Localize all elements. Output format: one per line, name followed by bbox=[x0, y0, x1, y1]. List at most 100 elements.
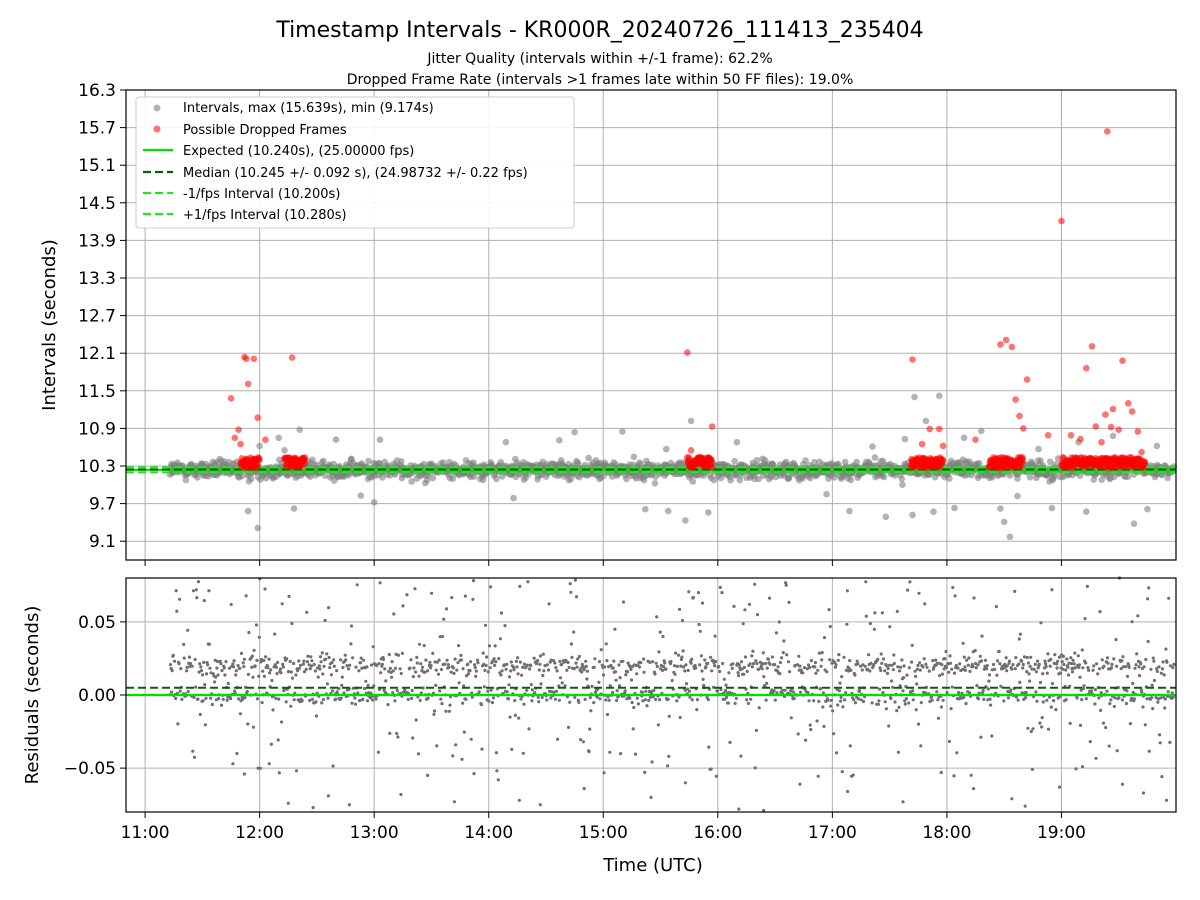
dropped-frame-point bbox=[1128, 408, 1136, 415]
residual-point bbox=[1144, 657, 1148, 662]
residual-point bbox=[1026, 726, 1030, 730]
residual-point bbox=[384, 679, 388, 683]
residual-point bbox=[209, 696, 213, 700]
residual-point bbox=[798, 664, 802, 668]
residual-point bbox=[399, 671, 403, 676]
residual-point bbox=[251, 725, 256, 729]
residual-point bbox=[694, 666, 698, 670]
residual-point bbox=[457, 644, 461, 648]
residual-point bbox=[642, 670, 646, 674]
residual-point bbox=[301, 662, 305, 666]
residual-point bbox=[1151, 707, 1155, 711]
residual-point bbox=[737, 807, 741, 811]
intervals-y-tick-label: 10.3 bbox=[78, 457, 116, 477]
residual-point bbox=[443, 662, 447, 666]
residual-point bbox=[938, 674, 942, 678]
residual-point bbox=[1120, 782, 1125, 786]
interval-point bbox=[1098, 476, 1105, 484]
residual-point bbox=[264, 655, 268, 659]
residual-point bbox=[466, 672, 470, 676]
residual-point bbox=[674, 651, 678, 655]
residual-point bbox=[1168, 664, 1173, 668]
dropped-frame-point bbox=[708, 464, 716, 471]
residual-point bbox=[277, 697, 281, 701]
residual-point bbox=[682, 665, 686, 669]
residual-point bbox=[432, 709, 437, 713]
residual-point bbox=[329, 673, 333, 677]
residual-point bbox=[585, 677, 589, 681]
residual-point bbox=[199, 669, 203, 673]
residual-point bbox=[588, 727, 592, 731]
residual-point bbox=[903, 699, 907, 703]
dropped-frame-point bbox=[936, 425, 943, 433]
residual-point bbox=[820, 658, 824, 662]
interval-point bbox=[1109, 432, 1117, 440]
residual-point bbox=[231, 665, 236, 669]
residual-point bbox=[542, 669, 546, 673]
residual-point bbox=[254, 623, 258, 627]
residual-point bbox=[754, 728, 759, 733]
residual-point bbox=[302, 659, 306, 663]
residual-point bbox=[576, 657, 580, 661]
residual-point bbox=[654, 661, 658, 665]
residual-point bbox=[809, 727, 813, 732]
residual-point bbox=[267, 657, 271, 661]
residual-point bbox=[753, 582, 757, 586]
residual-point bbox=[1002, 699, 1006, 703]
residual-point bbox=[474, 674, 478, 678]
intervals-x-tick-marks bbox=[144, 560, 1062, 566]
interval-point bbox=[978, 427, 985, 435]
residual-point bbox=[967, 656, 971, 660]
residual-point bbox=[547, 602, 551, 606]
residual-point bbox=[750, 665, 755, 669]
residual-point bbox=[483, 623, 488, 627]
dropped-frame-point bbox=[708, 423, 716, 430]
residual-point bbox=[855, 659, 859, 663]
residual-point bbox=[487, 644, 492, 648]
residual-point bbox=[493, 644, 497, 648]
residual-point bbox=[1147, 749, 1151, 753]
residual-point bbox=[660, 668, 665, 673]
interval-point bbox=[449, 475, 457, 483]
residual-point bbox=[528, 667, 532, 671]
residual-point bbox=[842, 655, 846, 659]
residual-point bbox=[365, 665, 369, 669]
residual-point bbox=[512, 668, 516, 672]
residual-point bbox=[325, 682, 329, 686]
residual-point bbox=[977, 697, 981, 701]
residual-point bbox=[1083, 617, 1087, 621]
dropped-frame-point bbox=[1023, 376, 1031, 383]
residual-point bbox=[1056, 659, 1060, 663]
residual-point bbox=[369, 663, 374, 667]
residual-point bbox=[675, 664, 679, 669]
residual-point bbox=[408, 666, 412, 670]
residual-point bbox=[722, 677, 726, 681]
residual-point bbox=[939, 770, 943, 775]
residual-point bbox=[1141, 791, 1146, 795]
residual-point bbox=[935, 661, 940, 665]
residual-point bbox=[234, 673, 238, 677]
residual-point bbox=[448, 703, 452, 707]
residual-point bbox=[630, 700, 634, 705]
residual-point bbox=[176, 722, 180, 726]
residual-point bbox=[605, 712, 610, 717]
residual-point bbox=[486, 670, 490, 674]
residual-point bbox=[208, 666, 212, 670]
residual-point bbox=[566, 725, 571, 730]
residual-point bbox=[950, 685, 954, 689]
residual-point bbox=[423, 670, 427, 674]
residual-point bbox=[719, 687, 723, 692]
residual-point bbox=[287, 594, 291, 599]
residual-point bbox=[252, 648, 256, 652]
residual-point bbox=[886, 666, 890, 671]
interval-point bbox=[689, 478, 697, 485]
residual-point bbox=[761, 651, 765, 655]
residual-point bbox=[836, 703, 840, 707]
residual-point bbox=[1065, 657, 1069, 661]
residual-point bbox=[193, 657, 197, 662]
residual-point bbox=[778, 672, 782, 676]
residual-point bbox=[276, 660, 280, 665]
residual-point bbox=[357, 669, 361, 673]
residual-point bbox=[774, 631, 779, 635]
residual-point bbox=[1137, 665, 1141, 669]
